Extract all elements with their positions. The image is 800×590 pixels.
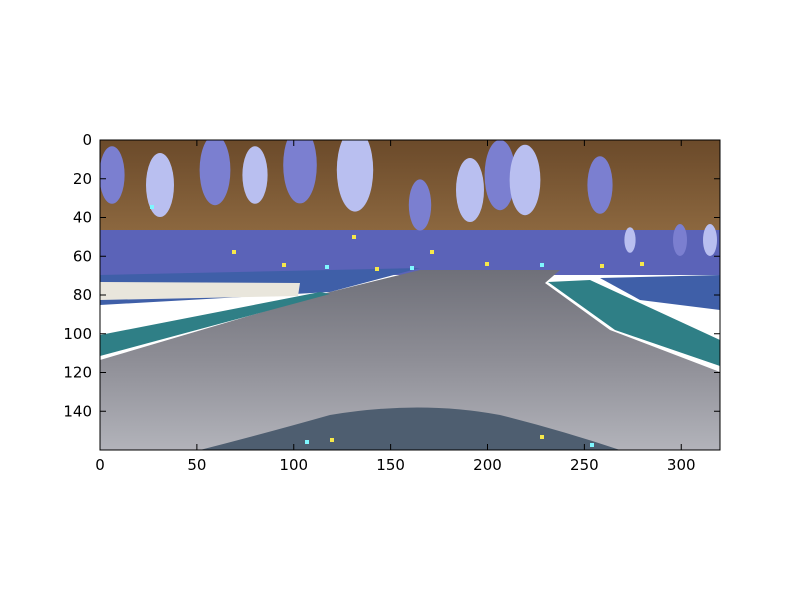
tree-blob xyxy=(673,224,687,256)
tree-blob xyxy=(408,179,432,231)
y-axis: 0 20 40 60 80 100 120 140 xyxy=(63,131,720,420)
y-tick-label: 120 xyxy=(63,364,92,382)
chart-image xyxy=(100,140,720,450)
highlight-speckle xyxy=(410,266,414,270)
highlight-speckles xyxy=(150,205,644,447)
highlight-speckle xyxy=(600,264,604,268)
highlight-speckle xyxy=(485,262,489,266)
curb-left xyxy=(100,292,330,356)
highlight-speckle xyxy=(325,265,329,269)
highlight-speckle xyxy=(330,438,334,442)
x-axis: 0 50 100 150 200 250 300 xyxy=(95,140,696,474)
tree-blob xyxy=(703,224,717,256)
tree-line xyxy=(100,140,717,256)
tree-blob xyxy=(336,140,374,212)
tree-blob xyxy=(146,153,174,217)
highlight-speckle xyxy=(640,262,644,266)
y-tick-label: 60 xyxy=(73,247,92,265)
tree-blob xyxy=(509,144,541,216)
tree-blob xyxy=(283,140,317,204)
tree-blob xyxy=(100,146,125,204)
dock-left xyxy=(100,282,300,300)
y-tick-label: 80 xyxy=(73,286,92,304)
y-tick-label: 140 xyxy=(63,402,92,420)
water-right xyxy=(600,275,720,310)
highlight-speckle xyxy=(232,250,236,254)
x-tick-label: 200 xyxy=(473,456,502,474)
highlight-speckle xyxy=(375,267,379,271)
highlight-speckle xyxy=(430,250,434,254)
highlight-speckle xyxy=(352,235,356,239)
highlight-speckle xyxy=(305,440,309,444)
highlight-speckle xyxy=(150,205,154,209)
tree-blob xyxy=(587,156,613,214)
tree-blob xyxy=(484,140,516,211)
car-hood xyxy=(200,407,620,450)
tree-blob xyxy=(624,227,636,253)
y-tick-label: 20 xyxy=(73,170,92,188)
y-tick-label: 0 xyxy=(82,131,92,149)
highlight-speckle xyxy=(590,443,594,447)
tree-blob xyxy=(242,146,268,204)
x-tick-label: 150 xyxy=(376,456,405,474)
curb-right xyxy=(548,280,720,366)
highlight-speckle xyxy=(282,263,286,267)
highlight-speckle xyxy=(540,435,544,439)
x-tick-label: 250 xyxy=(570,456,599,474)
x-tick-label: 300 xyxy=(667,456,696,474)
x-tick-label: 0 xyxy=(95,456,105,474)
highlight-speckle xyxy=(540,263,544,267)
tree-blob xyxy=(199,140,231,206)
x-tick-label: 50 xyxy=(187,456,206,474)
tree-blob xyxy=(456,158,484,222)
x-tick-label: 100 xyxy=(279,456,308,474)
y-tick-label: 40 xyxy=(73,209,92,227)
track-surface xyxy=(100,270,720,450)
y-tick-label: 100 xyxy=(63,325,92,343)
